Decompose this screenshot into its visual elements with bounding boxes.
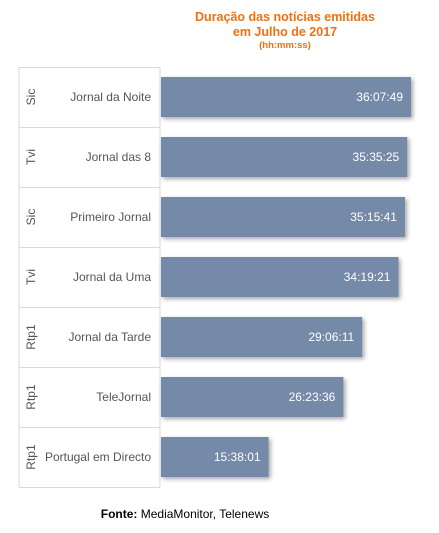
chart-title-unit: (hh:mm:ss) xyxy=(259,40,311,51)
bar-value-label: 34:19:21 xyxy=(344,270,391,284)
category-grid xyxy=(18,67,161,488)
program-label: Jornal das 8 xyxy=(86,150,152,164)
bar xyxy=(161,77,411,117)
source-label: Fonte: xyxy=(100,507,138,521)
chart-title-line2: em Julho de 2017 xyxy=(232,25,338,39)
channel-label: Rtp1 xyxy=(24,444,38,470)
bar-value-label: 36:07:49 xyxy=(356,90,403,104)
bar xyxy=(161,437,269,477)
bar xyxy=(161,197,405,237)
bar-value-label: 35:35:25 xyxy=(353,150,400,164)
source-text: MediaMonitor, Telenews xyxy=(140,507,270,521)
bar-value-label: 35:15:41 xyxy=(350,210,397,224)
bar-value-label: 29:06:11 xyxy=(308,330,354,344)
bar xyxy=(161,137,408,177)
program-label: Jornal da Tarde xyxy=(69,330,152,344)
chart-title-line1: Duração das notícias emitidas xyxy=(195,10,375,24)
channel-label: Sic xyxy=(24,209,38,226)
chart-title: Duração das notícias emitidas em Julho d… xyxy=(160,10,410,52)
program-label: Jornal da Noite xyxy=(70,90,151,104)
channel-label: Sic xyxy=(24,89,38,106)
source-note: Fonte: MediaMonitor, Telenews xyxy=(0,507,370,521)
channel-label: Tvi xyxy=(24,269,38,285)
channel-label: Rtp1 xyxy=(24,384,38,410)
bar xyxy=(161,317,363,357)
program-label: Jornal da Uma xyxy=(73,270,151,284)
program-label: Primeiro Jornal xyxy=(70,210,151,224)
channel-label: Tvi xyxy=(24,149,38,165)
bar-chart: 36:07:49 35:35:25 35:15:41 34:19:21 29:06:11… xyxy=(18,67,411,488)
channel-label: Rtp1 xyxy=(24,324,38,350)
bar-value-label: 15:38:01 xyxy=(214,450,261,464)
program-label: TeleJornal xyxy=(96,390,151,404)
bar-value-label: 26:23:36 xyxy=(289,390,336,404)
category-labels: Sic Jornal da Noite Tvi Jornal das 8 Sic Prim… xyxy=(24,89,151,470)
bars: 36:07:49 35:35:25 35:15:41 34:19:21 29:06:11… xyxy=(161,77,411,477)
program-label: Portugal em Directo xyxy=(45,450,151,464)
bar xyxy=(161,377,344,417)
bar xyxy=(161,257,399,297)
